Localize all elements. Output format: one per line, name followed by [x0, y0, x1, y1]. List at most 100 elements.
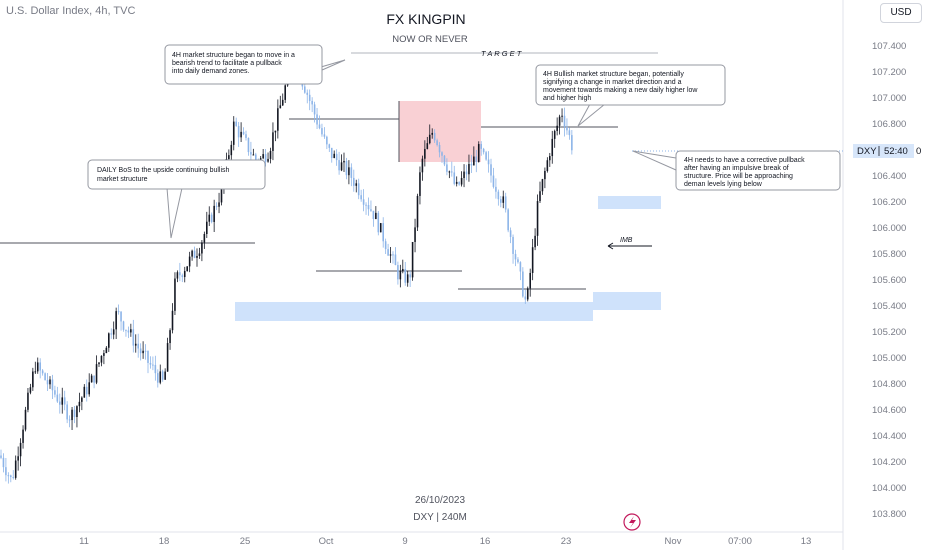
y-tick-label: 106.400 — [872, 171, 906, 182]
lightning-icon-bolt — [629, 516, 636, 528]
candle-body — [370, 209, 372, 211]
candle-body — [2, 457, 5, 468]
candle-body — [539, 191, 541, 202]
candle-body — [34, 371, 37, 373]
candle-body — [387, 249, 389, 256]
candle-body — [196, 255, 198, 258]
candle-body — [198, 253, 201, 256]
candle-body — [125, 329, 127, 331]
y-tick-label: 105.200 — [872, 327, 906, 338]
candle-body — [367, 205, 370, 210]
candlestick-series — [0, 58, 573, 484]
candle-body — [105, 347, 108, 354]
x-tick-label: Nov — [665, 536, 682, 547]
candle-body — [443, 155, 446, 165]
candle-body — [166, 343, 169, 372]
candle-body — [252, 154, 255, 156]
candle-body — [24, 409, 27, 430]
candle-body — [308, 94, 311, 101]
candle-body — [504, 196, 507, 210]
price-badge-tail: 0 — [916, 146, 921, 157]
candle-body — [122, 321, 125, 330]
candle-body — [41, 370, 44, 374]
y-tick-label: 104.800 — [872, 379, 906, 390]
x-tick-label: 11 — [79, 536, 89, 547]
candle-body — [235, 121, 237, 126]
x-tick-label: 23 — [561, 536, 572, 547]
candle-body — [230, 144, 233, 156]
watermark-symbol: DXY | 240M — [413, 512, 467, 523]
y-tick-label: 106.000 — [872, 223, 906, 234]
candle-body — [277, 108, 279, 131]
y-tick-label: 106.200 — [872, 197, 906, 208]
candle-body — [360, 195, 362, 200]
candle-body — [240, 131, 242, 138]
candle-body — [29, 387, 32, 393]
y-tick-label: 105.400 — [872, 301, 906, 312]
candle-body — [68, 419, 71, 421]
x-tick-label: 07:00 — [728, 536, 752, 547]
candle-body — [553, 131, 556, 139]
y-tick-label: 105.800 — [872, 249, 906, 260]
candle-body — [63, 397, 66, 405]
candle-body — [353, 177, 355, 186]
candle-body — [473, 156, 475, 166]
callout-pointer-pullback — [632, 150, 677, 171]
candle-body — [59, 401, 61, 405]
candle-body — [5, 467, 7, 476]
candle-body — [404, 268, 407, 283]
candle-body — [169, 330, 171, 344]
candle-body — [242, 131, 245, 135]
candle-body — [438, 145, 441, 153]
candle-body — [321, 128, 323, 135]
candle-body — [402, 268, 404, 271]
candle-body — [426, 143, 429, 149]
candle-body — [272, 132, 274, 151]
callout-text-bullish: 4H Bullish market structure began, poten… — [543, 71, 698, 102]
candle-body — [220, 186, 223, 203]
candle-body — [563, 115, 566, 127]
candle-body — [115, 311, 117, 330]
candle-body — [571, 135, 573, 151]
candle-body — [186, 266, 188, 272]
y-tick-label: 106.800 — [872, 119, 906, 130]
candle-body — [458, 181, 460, 185]
candle-body — [406, 274, 409, 283]
candle-body — [93, 375, 95, 383]
candle-body — [210, 214, 213, 222]
callout-box-bearish — [164, 44, 323, 85]
candle-body — [477, 144, 480, 162]
candle-body — [279, 105, 282, 109]
candle-body — [490, 164, 492, 176]
candle-body — [139, 348, 142, 354]
x-tick-label: 16 — [480, 536, 491, 547]
candle-body — [311, 100, 313, 105]
candle-body — [551, 138, 554, 157]
candle-body — [536, 201, 539, 236]
candle-body — [335, 153, 338, 161]
candle-body — [541, 179, 544, 192]
time-axis: 11 18 25 Oct 9 16 23 Nov 07:00 13 — [79, 536, 811, 547]
candle-body — [164, 371, 166, 380]
candle-body — [502, 196, 505, 203]
candle-body — [455, 181, 458, 184]
candle-body — [183, 271, 186, 278]
candle-body — [519, 262, 522, 272]
candle-body — [61, 397, 64, 405]
candle-body — [480, 144, 482, 149]
candle-body — [558, 116, 561, 126]
candle-body — [522, 271, 524, 297]
candle-body — [424, 148, 426, 159]
candle-body — [509, 230, 512, 237]
candle-body — [409, 274, 411, 278]
candle-body — [399, 270, 402, 280]
x-tick-label: 9 — [402, 536, 407, 547]
candle-body — [112, 329, 115, 335]
y-tick-label: 104.000 — [872, 483, 906, 494]
target-label: T A R G E T — [481, 49, 523, 58]
candle-body — [377, 212, 380, 233]
candle-body — [250, 152, 252, 155]
candle-body — [531, 247, 534, 273]
currency-button[interactable]: USD — [880, 3, 922, 23]
candle-body — [81, 397, 83, 402]
